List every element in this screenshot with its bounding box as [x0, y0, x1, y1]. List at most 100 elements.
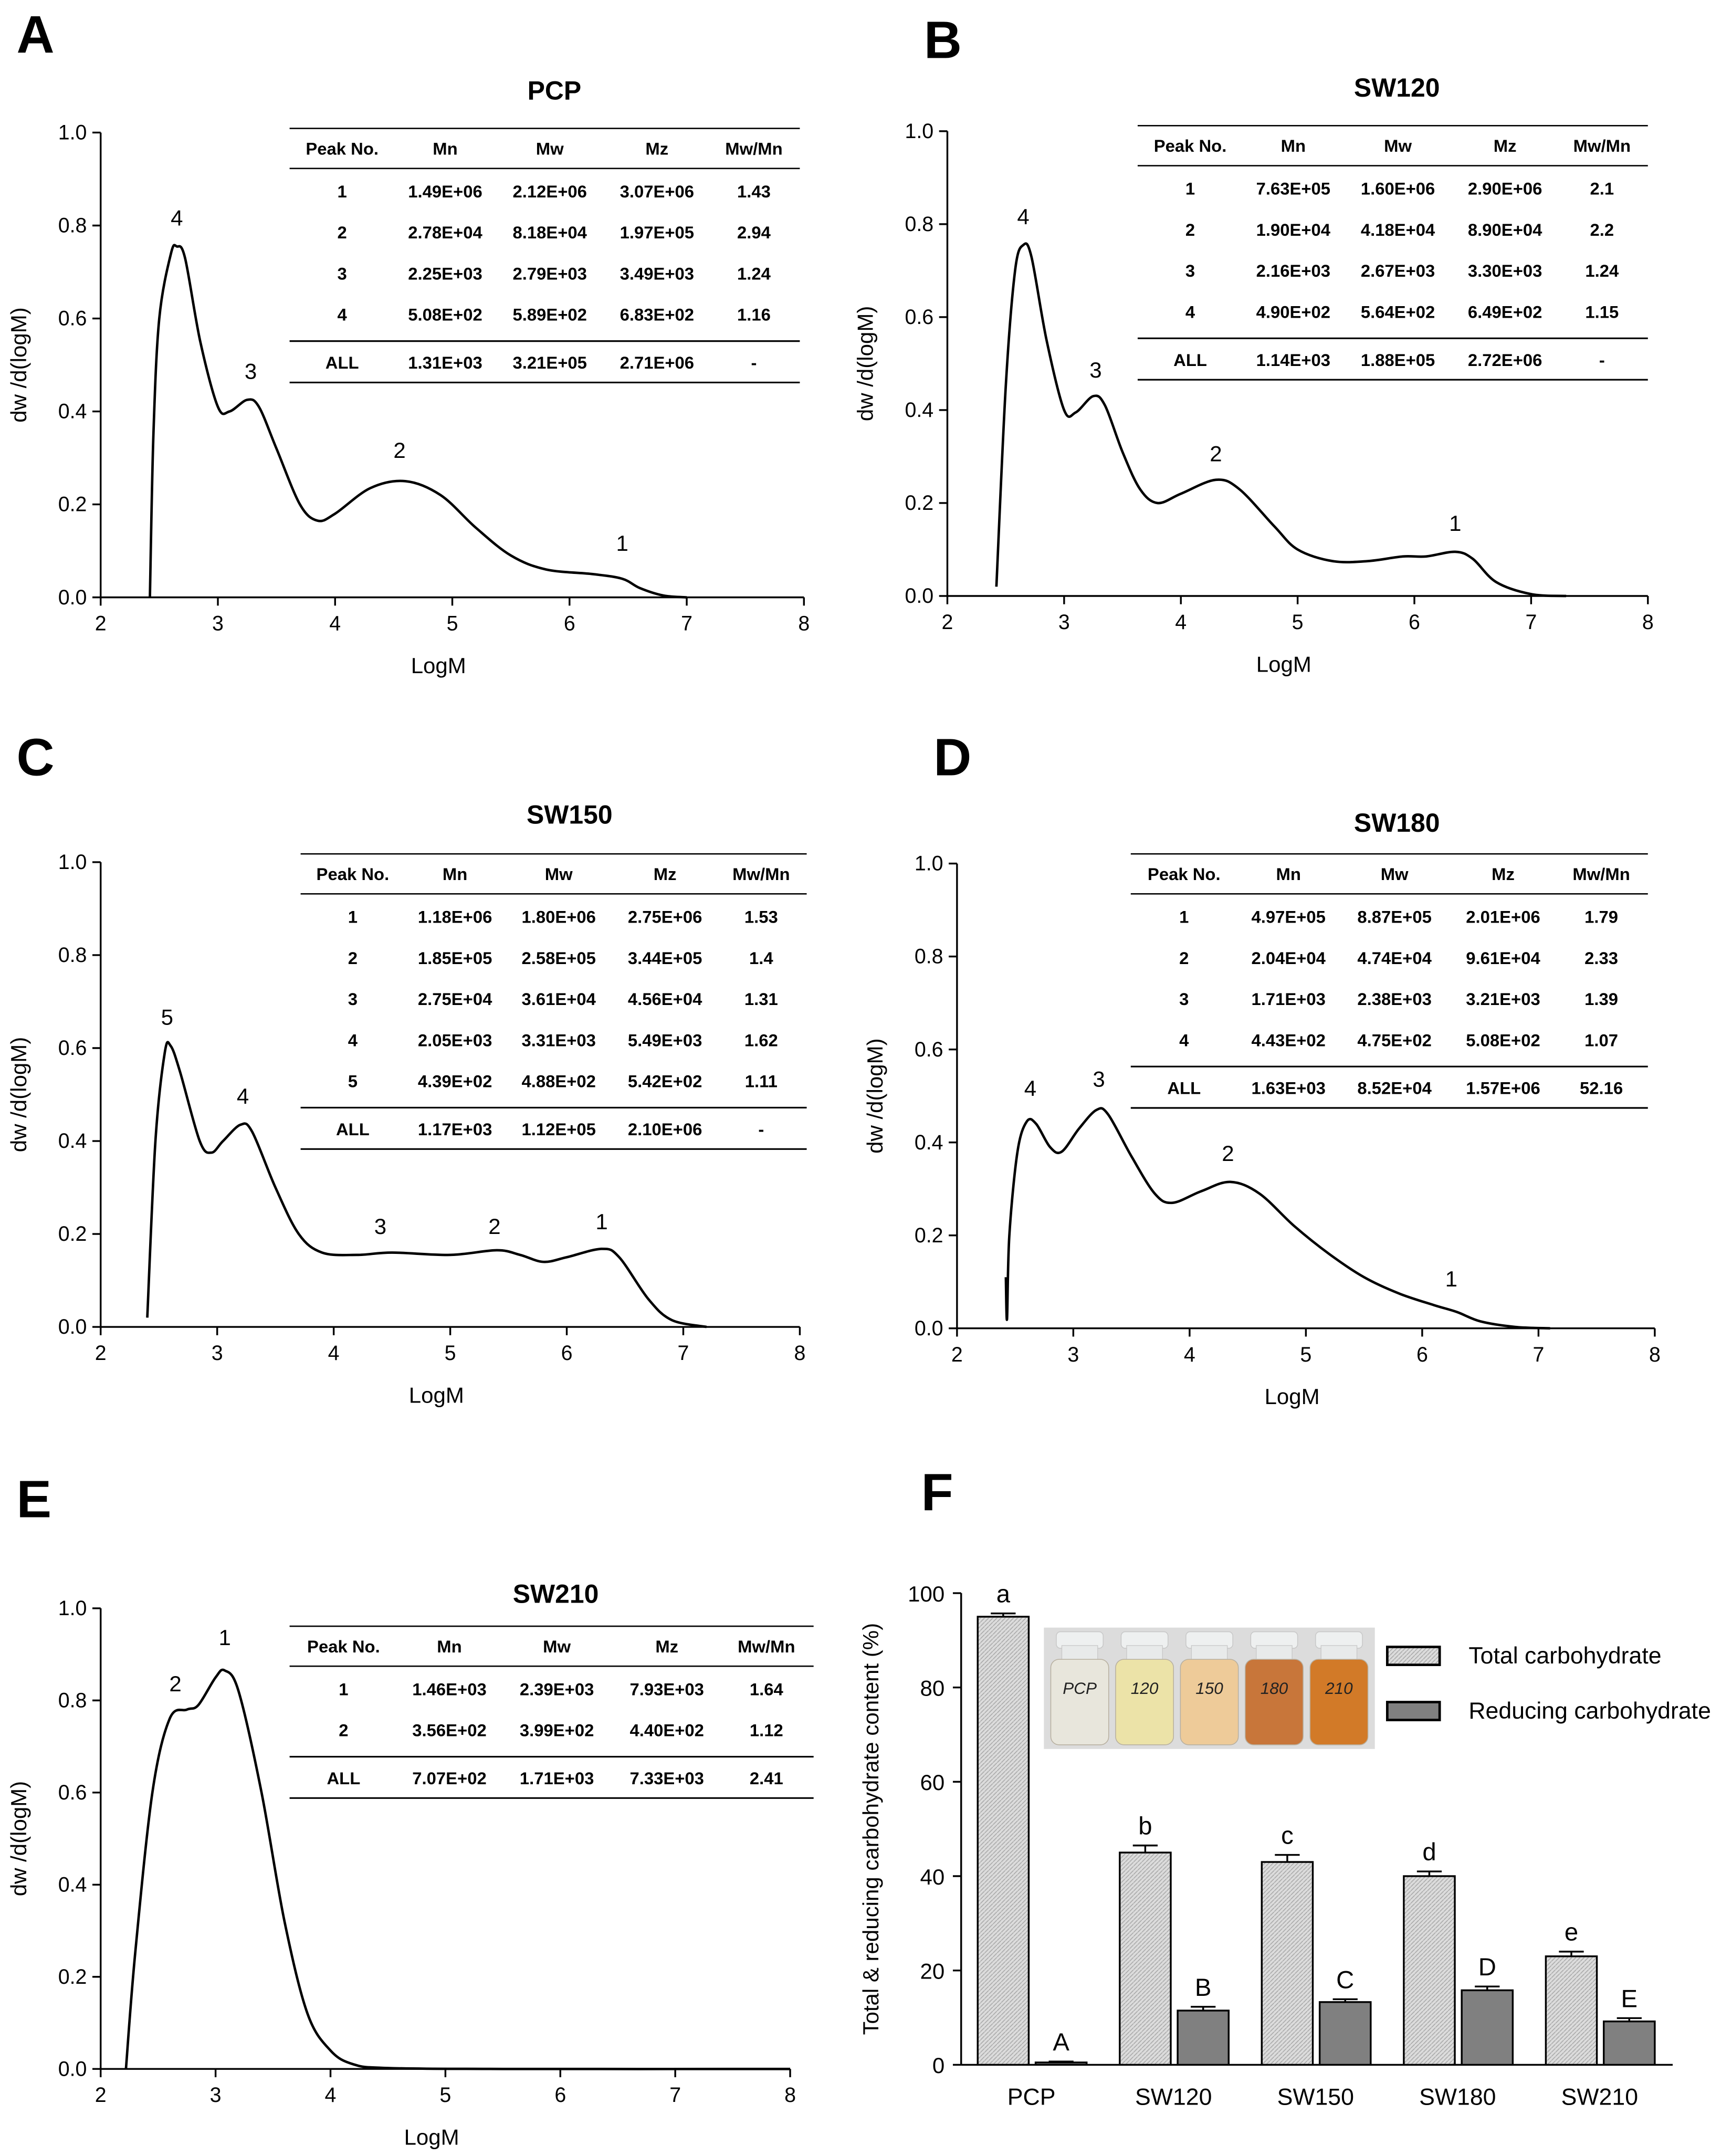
vial-label: 150	[1195, 1679, 1223, 1698]
table-header: Mw/Mn	[725, 139, 782, 158]
category-label: SW210	[1561, 2084, 1638, 2110]
table-cell: 1	[1179, 907, 1189, 927]
peak-label: 2	[169, 1671, 181, 1696]
table-cell: 1.57E+06	[1466, 1079, 1540, 1098]
chart-title: SW150	[527, 800, 613, 829]
table-row: 1 7.63E+05 1.60E+06 2.90E+06 2.1	[1185, 179, 1614, 198]
panel-letter: C	[17, 728, 55, 787]
vial-label: 180	[1261, 1679, 1288, 1698]
x-tick-label: 2	[942, 611, 953, 634]
bar-total	[1545, 1955, 1598, 2066]
x-tick-label: 5	[447, 612, 458, 635]
table-cell: ALL	[336, 1119, 370, 1139]
table-cell: 3.31E+03	[521, 1030, 595, 1050]
table-header: Mw/Mn	[1572, 864, 1630, 884]
significance-letter: b	[1138, 1813, 1152, 1840]
chart-title: SW210	[513, 1579, 599, 1608]
table-cell: 1.64	[750, 1679, 784, 1699]
table-cell: 4.39E+02	[418, 1072, 492, 1091]
table-cell: 3.49E+03	[620, 264, 694, 283]
table-cell: 1.71E+03	[520, 1768, 594, 1788]
category-label: SW180	[1419, 2084, 1496, 2110]
x-tick-label: 6	[1409, 611, 1420, 634]
table-header: Mw	[545, 864, 573, 884]
peak-label: 4	[237, 1084, 249, 1108]
table-cell: 1.88E+05	[1361, 350, 1435, 370]
x-tick-label: 6	[554, 2084, 566, 2107]
table-cell: 3.99E+02	[520, 1721, 594, 1740]
table-cell: 4.97E+05	[1251, 907, 1325, 927]
table-cell: 3.56E+02	[412, 1721, 486, 1740]
vial-body	[1180, 1659, 1239, 1745]
x-tick-label: 4	[1175, 611, 1187, 634]
vial-label: 210	[1325, 1679, 1353, 1698]
table-cell: 2.1	[1590, 179, 1614, 198]
bar-total	[1119, 1851, 1172, 2066]
table-cell: 1.60E+06	[1361, 179, 1435, 198]
table-cell: 3	[348, 989, 358, 1009]
table-cell: 2	[338, 223, 347, 242]
mw-table: Peak No. Mn Mw Mz Mw/Mn 1 1.49E+06 2.12E+06 3.07…	[289, 128, 800, 383]
x-tick-label: 2	[95, 2084, 107, 2107]
table-cell: ALL	[327, 1768, 360, 1788]
table-cell: 7.93E+03	[629, 1679, 704, 1699]
vial-label: PCP	[1063, 1679, 1097, 1698]
table-header: Mw	[1384, 136, 1412, 155]
table-cell: 2.78E+04	[408, 223, 482, 242]
x-tick-label: 4	[1184, 1343, 1195, 1366]
table-row: 1 4.97E+05 8.87E+05 2.01E+06 1.79	[1179, 907, 1618, 927]
x-tick-label: 6	[564, 612, 575, 635]
table-cell: 3.61E+04	[521, 989, 596, 1009]
bar-total	[1261, 1861, 1314, 2066]
panel-d: D SW180 0.0 0.2 0.4 0.6 0.8 1.0 2 3 4 5 6 7 8 LogM dw /d…	[863, 728, 1661, 1409]
table-cell: 2.05E+03	[418, 1030, 492, 1050]
peak-label: 4	[171, 206, 183, 231]
table-cell: 1.31	[744, 989, 778, 1009]
panel-letter: D	[933, 728, 971, 787]
mw-table: Peak No. Mn Mw Mz Mw/Mn 1 4.97E+05 8.87E+05 2.01…	[1130, 853, 1648, 1109]
y-tick-label: 0.4	[905, 399, 933, 422]
peak-label: 2	[1210, 441, 1222, 466]
table-cell: 4	[348, 1030, 358, 1050]
table-cell: 1.12	[750, 1721, 783, 1740]
table-header: Mn	[433, 139, 457, 158]
peak-label: 3	[245, 359, 257, 384]
significance-letter: c	[1281, 1822, 1294, 1850]
bar-reducing	[1603, 2020, 1656, 2066]
table-cell: 1.24	[737, 264, 771, 283]
table-cell: 7.33E+03	[629, 1768, 704, 1788]
distribution-curve	[995, 242, 1567, 598]
y-tick-label: 0.4	[58, 400, 87, 423]
table-cell: 1.31E+03	[408, 353, 482, 372]
table-cell: 1.43	[737, 182, 771, 201]
table-row: 3 2.25E+03 2.79E+03 3.49E+03 1.24	[338, 264, 771, 283]
y-tick-label: 0.6	[915, 1038, 943, 1061]
table-total-row: ALL 1.63E+03 8.52E+04 1.57E+06 52.16	[1167, 1079, 1623, 1098]
bar-total	[977, 1616, 1030, 2066]
x-tick-label: 5	[445, 1342, 456, 1365]
table-cell: 4	[338, 305, 348, 325]
distribution-curve	[1004, 1107, 1550, 1330]
x-axis-label: LogM	[1265, 1384, 1320, 1409]
inset-photo: PCP 120 150 180 210	[1044, 1627, 1375, 1749]
vial-neck	[1256, 1645, 1293, 1660]
table-cell: 4.18E+04	[1361, 220, 1435, 239]
vial-neck	[1191, 1645, 1228, 1660]
table-cell: ALL	[1173, 350, 1207, 370]
table-cell: 1	[339, 1679, 348, 1699]
vial-body	[1245, 1659, 1304, 1745]
table-cell: 3	[1185, 261, 1195, 280]
table-cell: 2.01E+06	[1466, 907, 1540, 927]
table-total-row: ALL 1.14E+03 1.88E+05 2.72E+06 -	[1173, 350, 1605, 370]
y-tick-label: 0.2	[915, 1224, 943, 1247]
table-cell: 1.90E+04	[1256, 220, 1331, 239]
table-cell: 2.72E+06	[1468, 350, 1542, 370]
panel-b: B SW120 0.0 0.2 0.4 0.6 0.8 1.0 2 3 4 5 6 7 8 LogM dw /d…	[853, 12, 1654, 677]
table-cell: 2.79E+03	[512, 264, 586, 283]
x-tick-label: 5	[439, 2084, 451, 2107]
table-cell: 1.17E+03	[418, 1119, 492, 1139]
table-cell: 2.58E+05	[521, 948, 595, 968]
y-tick-label: 100	[908, 1582, 944, 1606]
y-axis-label: dw /d(logM)	[853, 306, 878, 421]
x-tick-label: 4	[329, 612, 341, 635]
